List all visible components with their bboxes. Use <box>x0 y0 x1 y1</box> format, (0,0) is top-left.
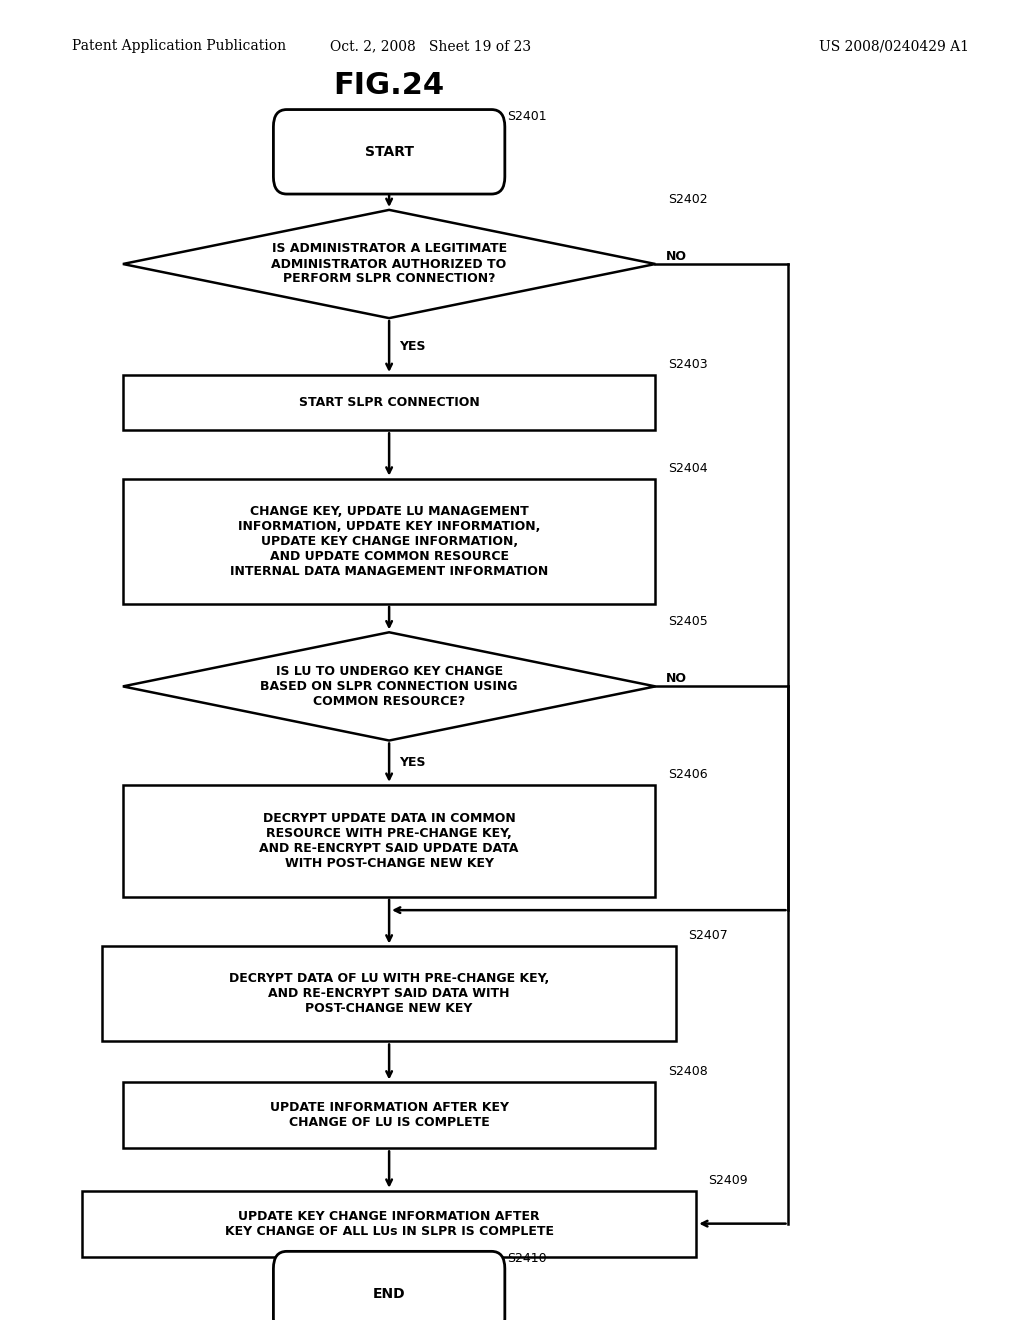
Text: DECRYPT DATA OF LU WITH PRE-CHANGE KEY,
AND RE-ENCRYPT SAID DATA WITH
POST-CHANG: DECRYPT DATA OF LU WITH PRE-CHANGE KEY, … <box>229 973 549 1015</box>
Bar <box>123 784 655 898</box>
Text: S2407: S2407 <box>688 929 728 942</box>
Text: S2410: S2410 <box>507 1251 547 1265</box>
Text: S2406: S2406 <box>668 768 708 781</box>
Text: YES: YES <box>399 756 426 770</box>
Text: S2403: S2403 <box>668 358 708 371</box>
Text: S2404: S2404 <box>668 462 708 475</box>
Text: FIG.24: FIG.24 <box>334 71 444 100</box>
Text: END: END <box>373 1287 406 1300</box>
Text: START: START <box>365 145 414 158</box>
Bar <box>123 479 655 605</box>
Text: CHANGE KEY, UPDATE LU MANAGEMENT
INFORMATION, UPDATE KEY INFORMATION,
UPDATE KEY: CHANGE KEY, UPDATE LU MANAGEMENT INFORMA… <box>230 504 548 578</box>
Text: DECRYPT UPDATE DATA IN COMMON
RESOURCE WITH PRE-CHANGE KEY,
AND RE-ENCRYPT SAID : DECRYPT UPDATE DATA IN COMMON RESOURCE W… <box>259 812 519 870</box>
Text: YES: YES <box>399 341 426 352</box>
Polygon shape <box>123 632 655 741</box>
Text: Patent Application Publication: Patent Application Publication <box>72 40 286 53</box>
Text: S2402: S2402 <box>668 193 708 206</box>
Text: Oct. 2, 2008   Sheet 19 of 23: Oct. 2, 2008 Sheet 19 of 23 <box>330 40 530 53</box>
Text: US 2008/0240429 A1: US 2008/0240429 A1 <box>819 40 969 53</box>
Bar <box>123 375 655 430</box>
Polygon shape <box>123 210 655 318</box>
Bar <box>102 946 676 1041</box>
Text: IS LU TO UNDERGO KEY CHANGE
BASED ON SLPR CONNECTION USING
COMMON RESOURCE?: IS LU TO UNDERGO KEY CHANGE BASED ON SLP… <box>260 665 518 708</box>
Text: S2409: S2409 <box>709 1173 749 1187</box>
Text: S2405: S2405 <box>668 615 708 628</box>
Text: NO: NO <box>666 672 687 685</box>
Text: UPDATE KEY CHANGE INFORMATION AFTER
KEY CHANGE OF ALL LUs IN SLPR IS COMPLETE: UPDATE KEY CHANGE INFORMATION AFTER KEY … <box>224 1209 554 1238</box>
Bar <box>123 1082 655 1148</box>
Bar <box>82 1191 696 1257</box>
Text: IS ADMINISTRATOR A LEGITIMATE
ADMINISTRATOR AUTHORIZED TO
PERFORM SLPR CONNECTIO: IS ADMINISTRATOR A LEGITIMATE ADMINISTRA… <box>271 243 507 285</box>
Text: NO: NO <box>666 249 687 263</box>
Text: START SLPR CONNECTION: START SLPR CONNECTION <box>299 396 479 409</box>
Text: UPDATE INFORMATION AFTER KEY
CHANGE OF LU IS COMPLETE: UPDATE INFORMATION AFTER KEY CHANGE OF L… <box>269 1101 509 1130</box>
Text: S2401: S2401 <box>507 110 547 123</box>
FancyBboxPatch shape <box>273 110 505 194</box>
FancyBboxPatch shape <box>273 1251 505 1320</box>
Text: S2408: S2408 <box>668 1065 708 1078</box>
